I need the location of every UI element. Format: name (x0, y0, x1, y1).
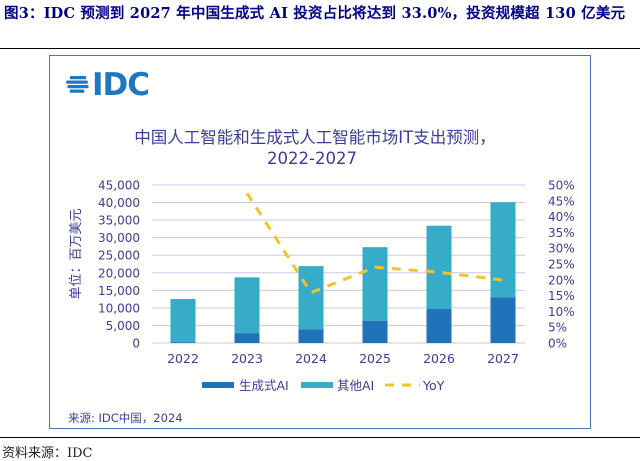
y-tick-label: 10,000 (98, 301, 140, 315)
legend-swatch-genai (202, 382, 234, 388)
y2-axis-ticks: 0% 5% 10% 15% 20%25% 30% 35% 40% 45%50% (548, 179, 575, 351)
y-tick-label: 30,000 (98, 231, 140, 245)
bar-genai (362, 320, 388, 343)
y2-tick-label: 30% (548, 242, 575, 256)
y-tick-label: 20,000 (98, 266, 140, 280)
bar-other-ai (490, 202, 516, 298)
legend: 生成式AI 其他AI YoY (202, 378, 445, 393)
figure-title: 图3：IDC 预测到 2027 年中国生成式 AI 投资占比将达到 33.0%，… (4, 5, 626, 22)
top-rule (0, 48, 640, 49)
bottom-rule (0, 437, 640, 438)
bar-other-ai (298, 266, 324, 330)
bars (170, 202, 516, 343)
globe-stripe (66, 80, 88, 84)
chart-subtitle: 2022-2027 (267, 149, 357, 168)
y2-tick-label: 15% (548, 289, 575, 303)
legend-label-genai: 生成式AI (239, 378, 289, 393)
chart-title: 中国人工智能和生成式人工智能市场IT支出预测， (134, 128, 495, 147)
x-tick-label: 2025 (359, 351, 391, 366)
y2-tick-label: 5% (548, 321, 567, 335)
x-tick-label: 2026 (423, 351, 455, 366)
y2-tick-label: 45% (548, 194, 575, 208)
y-axis-label: 单位：百万美元 (69, 208, 84, 299)
bar-genai (170, 342, 196, 343)
bar-other-ai (170, 298, 196, 343)
y2-tick-label: 20% (548, 273, 575, 287)
y-tick-label: 0 (132, 337, 140, 351)
y2-tick-label: 0% (548, 337, 567, 351)
figure-source: 资料来源：IDC (2, 446, 93, 461)
legend-swatch-other (301, 382, 333, 388)
bar-other-ai (426, 225, 452, 309)
y-tick-label: 15,000 (98, 284, 140, 298)
x-axis-ticks: 2022 2023 2024 2025 2026 2027 (167, 351, 519, 366)
bar-genai (490, 297, 516, 343)
y-tick-label: 45,000 (98, 179, 140, 193)
legend-label-yoy: YoY (422, 378, 445, 393)
x-tick-label: 2023 (231, 351, 263, 366)
globe-stripe (69, 76, 87, 80)
legend-label-other: 其他AI (337, 378, 374, 393)
idc-logo: IDC (66, 67, 150, 103)
globe-icon (66, 76, 89, 93)
yoy-line (245, 192, 504, 295)
y-tick-label: 35,000 (98, 214, 140, 228)
y-tick-label: 5,000 (106, 319, 140, 333)
y2-tick-label: 35% (548, 226, 575, 240)
x-tick-label: 2027 (487, 351, 519, 366)
y2-tick-label: 10% (548, 305, 575, 319)
gridlines (152, 184, 525, 344)
x-tick-label: 2024 (295, 351, 327, 366)
y2-tick-label: 50% (548, 179, 575, 193)
bar-other-ai (234, 277, 260, 334)
bar-genai (298, 329, 324, 343)
y2-tick-label: 40% (548, 210, 575, 224)
bar-other-ai (362, 247, 388, 321)
y-tick-label: 40,000 (98, 196, 140, 210)
x-tick-label: 2022 (167, 351, 199, 366)
y2-tick-label: 25% (548, 258, 575, 272)
y-axis-ticks: 0 5,000 10,000 15,000 20,000 25,000 30,000 35,0… (98, 179, 140, 351)
y-tick-label: 25,000 (98, 249, 140, 263)
globe-stripe (69, 89, 85, 93)
globe-stripe (67, 85, 89, 89)
bar-genai (426, 308, 452, 343)
bar-genai (234, 333, 260, 343)
inner-source: 来源: IDC中国，2024 (68, 411, 183, 425)
logo-text: IDC (92, 67, 149, 103)
